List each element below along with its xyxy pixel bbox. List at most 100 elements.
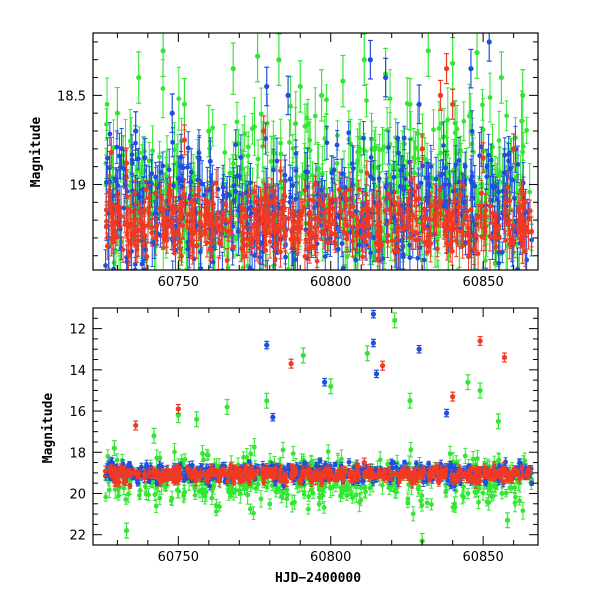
plot-area: [102, 309, 535, 545]
data-point: [270, 212, 275, 233]
data-point: [234, 101, 240, 142]
outlier-point: [261, 115, 267, 147]
data-point: [172, 122, 177, 178]
data-point: [336, 171, 342, 208]
data-point: [267, 225, 273, 259]
data-point: [205, 450, 211, 460]
data-point: [228, 201, 234, 233]
outlier-point: [511, 133, 517, 165]
data-point: [310, 185, 316, 216]
data-point: [246, 187, 252, 205]
bottom-panel: 60750 60800 60850 12 14 16 18 20 22: [69, 307, 539, 565]
outlier-point: [136, 51, 142, 104]
outlier-point: [392, 312, 398, 329]
data-point: [168, 176, 173, 213]
outlier-point: [254, 33, 261, 83]
plot-frame: [92, 32, 539, 271]
outlier-point: [270, 412, 276, 422]
data-point: [252, 97, 257, 156]
data-point: [235, 207, 241, 256]
outlier-point: [340, 54, 346, 108]
y-tick-label: 19: [69, 178, 86, 193]
axes: 60750 60800 60850 12 14 16 18 20 22: [69, 307, 538, 565]
data-point: [467, 219, 473, 254]
outlier-point: [520, 69, 526, 122]
outlier-point: [443, 53, 450, 85]
data-point: [199, 221, 204, 248]
data-point: [309, 214, 315, 250]
data-point: [321, 187, 326, 224]
data-point: [366, 224, 372, 248]
data-point: [368, 137, 374, 178]
data-point: [254, 224, 260, 262]
data-point: [476, 495, 481, 510]
data-point: [441, 208, 447, 240]
data-point: [447, 445, 453, 462]
data-point: [339, 158, 345, 190]
data-point: [216, 256, 221, 270]
data-point: [428, 191, 434, 221]
plot-area: [103, 33, 535, 295]
x-tick-label: 60800: [310, 275, 351, 290]
data-point: [263, 122, 269, 155]
outlier-point: [370, 309, 377, 319]
data-point: [190, 224, 195, 258]
data-point: [233, 129, 239, 161]
data-point: [260, 466, 266, 472]
data-point: [312, 87, 318, 145]
outlier-point: [361, 33, 367, 86]
outlier-point: [114, 86, 120, 140]
outlier-point: [437, 79, 444, 111]
data-point: [325, 444, 331, 459]
data-point: [239, 197, 245, 218]
data-point: [128, 206, 133, 241]
outlier-point: [276, 33, 282, 86]
outlier-point: [498, 51, 505, 104]
outlier-point: [175, 403, 181, 415]
data-point: [365, 199, 371, 234]
data-point: [210, 206, 215, 237]
data-point: [370, 193, 376, 227]
data-point: [487, 72, 493, 123]
y-tick-label: 16: [69, 405, 86, 420]
data-point: [298, 215, 304, 241]
data-point: [318, 193, 324, 214]
data-point: [177, 466, 183, 472]
outlier-point: [477, 382, 483, 399]
data-point: [182, 178, 188, 215]
data-point: [281, 192, 287, 225]
bottom-xlabel: HJD−2400000: [275, 571, 361, 586]
data-point: [341, 223, 347, 240]
data-point: [346, 121, 352, 145]
outlier-point: [142, 137, 148, 178]
data-point: [306, 491, 312, 502]
series-green: [103, 312, 535, 545]
data-point: [153, 499, 159, 513]
data-point: [297, 478, 302, 485]
data-point: [370, 159, 376, 199]
data-point: [484, 267, 489, 270]
data-point: [117, 252, 122, 270]
data-point: [289, 202, 295, 221]
series-red: [103, 53, 535, 270]
data-point: [453, 145, 459, 184]
data-point: [332, 461, 338, 468]
top-panel: 60750 60800 60850 18.5 19: [57, 32, 539, 295]
data-point: [170, 260, 175, 270]
data-point: [245, 131, 251, 163]
data-point: [368, 160, 373, 192]
plot-frame: [92, 307, 539, 546]
data-point: [331, 206, 337, 236]
data-point: [288, 76, 294, 137]
data-point: [293, 181, 299, 216]
data-point: [367, 271, 372, 295]
data-point: [328, 197, 333, 235]
data-point: [494, 213, 499, 246]
data-point: [349, 144, 355, 183]
outlier-point: [364, 345, 370, 362]
data-point: [524, 116, 530, 144]
data-point: [312, 175, 318, 193]
data-point: [385, 225, 390, 259]
data-point: [242, 203, 248, 229]
data-point: [192, 183, 198, 208]
